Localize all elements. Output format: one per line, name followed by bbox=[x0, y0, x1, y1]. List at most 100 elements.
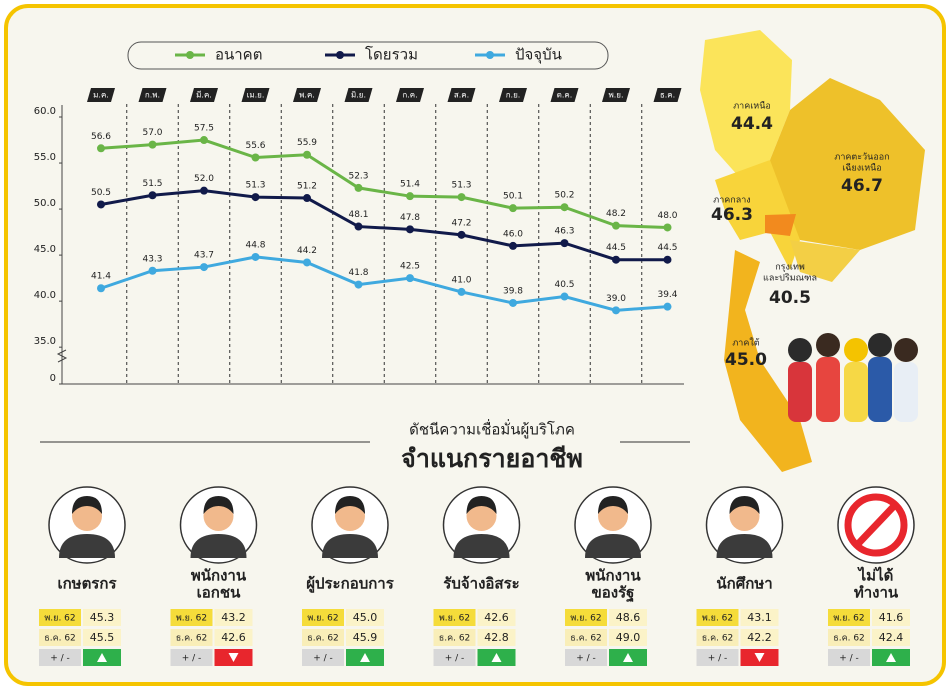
icon-ban bbox=[844, 493, 908, 557]
occupation-value: 41.6 bbox=[879, 611, 904, 624]
row-label: + / - bbox=[50, 654, 70, 664]
value-cell bbox=[740, 609, 779, 626]
point bbox=[251, 153, 260, 162]
occupation-value: 42.2 bbox=[747, 631, 772, 644]
value-label: 51.4 bbox=[400, 180, 420, 190]
point bbox=[509, 241, 517, 250]
icon-head bbox=[72, 501, 102, 531]
x-tick-label: เม.ย. bbox=[247, 91, 265, 100]
value-cell bbox=[477, 629, 516, 646]
value-label: 51.5 bbox=[142, 179, 162, 189]
point bbox=[200, 136, 208, 145]
point bbox=[612, 306, 620, 315]
row-label: ธ.ค. 62 bbox=[176, 634, 208, 644]
point bbox=[560, 239, 569, 248]
point bbox=[148, 266, 157, 275]
point bbox=[612, 221, 620, 230]
value-cell bbox=[83, 609, 121, 626]
series-line bbox=[100, 138, 668, 229]
icon-head bbox=[598, 501, 628, 531]
point bbox=[612, 255, 620, 264]
row-label-cell bbox=[696, 629, 739, 646]
row-label: ธ.ค. 62 bbox=[307, 634, 339, 644]
value-label: 46.0 bbox=[503, 229, 523, 239]
occupation-name: พนักงานของรัฐ bbox=[585, 566, 641, 602]
title: จำแนกรายอาชีพ bbox=[401, 444, 583, 473]
occupation-value: 42.8 bbox=[484, 631, 509, 644]
month-tab bbox=[190, 88, 218, 102]
legend-label: ปัจจุบัน bbox=[515, 46, 562, 65]
value-cell bbox=[214, 629, 253, 646]
occupation-value: 45.9 bbox=[353, 631, 378, 644]
value-label: 40.5 bbox=[554, 280, 574, 290]
occupation-name: ผู้ประกอบการ bbox=[306, 575, 395, 594]
value-label: 51.3 bbox=[245, 181, 265, 191]
value-label: 52.0 bbox=[194, 174, 214, 184]
value-label: 48.1 bbox=[348, 210, 368, 220]
point bbox=[148, 140, 157, 149]
value-label: 51.3 bbox=[451, 181, 471, 191]
point bbox=[251, 252, 260, 261]
icon-hair bbox=[729, 496, 760, 514]
series-line bbox=[100, 189, 668, 262]
value-label: 55.9 bbox=[297, 138, 317, 148]
icon-head bbox=[203, 501, 234, 531]
occupation-value: 43.1 bbox=[747, 611, 772, 624]
icon-hair bbox=[203, 496, 234, 514]
icon-ban bbox=[854, 502, 898, 548]
value-cell bbox=[609, 629, 647, 646]
x-tick-label: ต.ค. bbox=[557, 91, 573, 100]
point bbox=[406, 274, 414, 283]
change-arrow bbox=[97, 653, 107, 662]
row-label-cell bbox=[39, 649, 81, 666]
value-cell bbox=[214, 609, 253, 626]
row-label: พ.ย. 62 bbox=[570, 614, 601, 624]
occupation-value: 42.6 bbox=[484, 611, 509, 624]
month-tab bbox=[396, 88, 424, 102]
value-label: 57.0 bbox=[142, 128, 162, 138]
month-tab bbox=[344, 88, 373, 102]
icon-body bbox=[190, 534, 247, 558]
value-cell bbox=[346, 629, 384, 646]
value-label: 41.8 bbox=[348, 268, 368, 278]
point bbox=[354, 222, 363, 231]
value-label: 44.5 bbox=[657, 243, 677, 253]
people bbox=[788, 333, 918, 422]
value-cell bbox=[609, 609, 647, 626]
value-label: 55.6 bbox=[245, 141, 265, 151]
row-label-cell bbox=[302, 609, 344, 626]
icon-hair bbox=[466, 496, 497, 514]
occupation-value: 49.0 bbox=[616, 631, 641, 644]
value-cell bbox=[872, 629, 910, 646]
occupation-name: เกษตรกร bbox=[57, 575, 117, 593]
value-label: 41.0 bbox=[451, 275, 471, 285]
axis-break bbox=[56, 349, 68, 363]
occupation-value: 48.6 bbox=[616, 611, 641, 624]
row-label-cell bbox=[433, 629, 476, 646]
point bbox=[303, 194, 311, 203]
row-label: พ.ย. 62 bbox=[439, 614, 470, 624]
occupation-value: 42.4 bbox=[879, 631, 904, 644]
occupation-value: 43.2 bbox=[221, 611, 246, 624]
row-label-cell bbox=[828, 609, 870, 626]
value-label: 41.4 bbox=[91, 272, 111, 282]
icon-hair bbox=[598, 496, 628, 514]
value-label: 51.2 bbox=[297, 182, 317, 192]
icon-body bbox=[322, 534, 378, 558]
x-tick-label: พ.ย. bbox=[608, 91, 623, 100]
change-arrow bbox=[228, 653, 239, 662]
y-tick-label: 0 bbox=[50, 373, 56, 384]
legend-label: โดยรวม bbox=[365, 46, 418, 64]
row-label: + / - bbox=[182, 654, 202, 664]
point bbox=[663, 302, 672, 311]
point bbox=[97, 144, 105, 153]
month-tab bbox=[447, 88, 476, 102]
region-shape bbox=[765, 214, 796, 236]
value-cell bbox=[872, 609, 910, 626]
row-label-cell bbox=[39, 609, 81, 626]
region-shape bbox=[790, 240, 860, 282]
row-label: + / - bbox=[445, 654, 465, 664]
